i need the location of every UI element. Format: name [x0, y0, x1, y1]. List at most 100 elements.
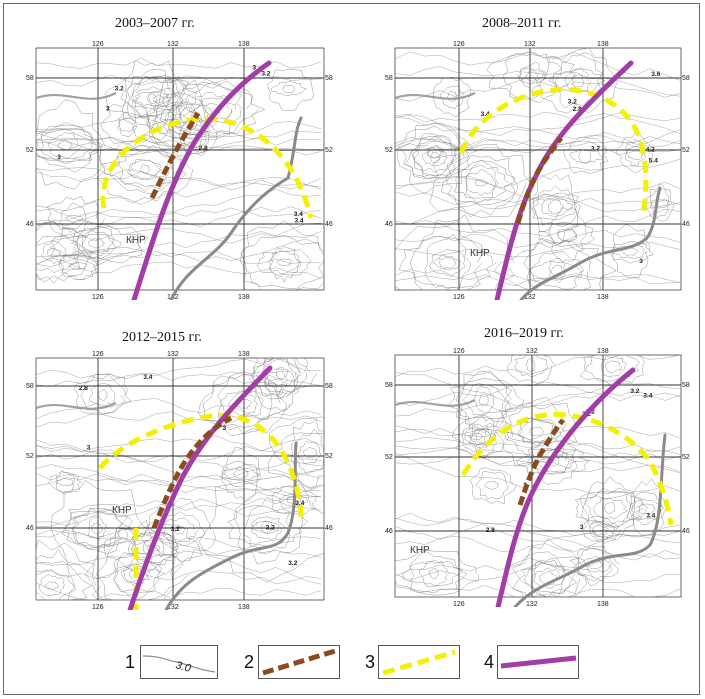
latitude-tick-left: 46	[26, 525, 34, 532]
contour-line	[41, 241, 67, 265]
contour-line	[76, 226, 116, 260]
legend-contour-label: 3.0	[174, 659, 193, 675]
contour-line	[429, 151, 440, 164]
contour-line	[563, 136, 609, 174]
contour-line	[593, 497, 628, 520]
contour-line	[116, 112, 137, 137]
contour-line	[588, 520, 616, 541]
latitude-tick-right: 52	[325, 147, 333, 154]
contour-line	[394, 426, 681, 441]
contour-line	[569, 148, 605, 164]
panel-title-3: 2012–2015 гг.	[122, 330, 202, 345]
contour-line	[493, 237, 617, 291]
contour-line	[190, 92, 236, 128]
contour-value-label: 3.2	[261, 71, 270, 78]
brown-dashed-line	[515, 136, 564, 224]
panel-title-4: 2016–2019 гг.	[484, 326, 564, 341]
contour-line	[38, 574, 66, 596]
purple-line	[127, 365, 273, 610]
contour-line	[394, 523, 681, 561]
latitude-tick-right: 58	[682, 382, 690, 389]
contour-line	[221, 446, 261, 501]
contour-line	[457, 370, 512, 434]
latitude-tick-right: 46	[325, 221, 333, 228]
contour-line	[518, 419, 556, 444]
contour-line	[120, 76, 183, 119]
longitude-tick-top: 126	[453, 41, 465, 48]
contour-line	[432, 255, 461, 271]
contour-line	[198, 475, 325, 583]
contour-line	[394, 129, 681, 149]
longitude-tick-bottom: 138	[597, 294, 609, 300]
contour-line	[552, 52, 603, 109]
contour-value-label: 2.8	[79, 385, 88, 392]
longitude-tick-bottom: 126	[92, 294, 104, 300]
contour-line	[84, 536, 189, 601]
contour-line	[131, 526, 179, 571]
contour-line	[515, 447, 590, 475]
contour-line	[35, 220, 81, 284]
contour-value-label: 3	[639, 258, 643, 265]
contour-line	[35, 582, 322, 601]
contour-line	[140, 164, 150, 174]
contour-line	[519, 61, 545, 92]
contour-line	[118, 117, 136, 132]
latitude-tick-right: 58	[682, 75, 690, 82]
contour-line	[290, 418, 325, 488]
legend-box-brown	[258, 645, 340, 679]
contour-line	[35, 228, 322, 246]
longitude-tick-top: 132	[524, 41, 536, 48]
latitude-tick-right: 46	[682, 221, 690, 228]
contour-line	[227, 505, 309, 547]
contour-line	[47, 132, 83, 159]
yellow-dashed-line	[100, 116, 314, 219]
longitude-tick-bottom: 126	[453, 294, 465, 300]
contour-line	[130, 531, 180, 566]
contour-value-label: 2.8	[486, 527, 495, 534]
longitude-tick-top: 132	[526, 348, 538, 355]
contour-line	[240, 220, 325, 291]
contour-line	[556, 229, 577, 242]
contour-line	[409, 559, 463, 587]
latitude-tick-left: 52	[26, 147, 34, 154]
contour-line	[394, 116, 681, 145]
latitude-tick-left: 58	[385, 382, 393, 389]
state-border-line	[164, 441, 298, 610]
contour-line	[494, 396, 578, 467]
latitude-tick-right: 46	[682, 528, 690, 535]
contour-line	[462, 383, 507, 415]
contour-line	[394, 197, 681, 225]
contour-line	[95, 519, 176, 601]
contour-line	[524, 69, 539, 82]
purple-line	[495, 367, 636, 607]
brown-dashed-line	[517, 418, 565, 506]
latitude-tick-right: 58	[325, 75, 333, 82]
contour-line	[532, 192, 577, 221]
latitude-tick-left: 52	[26, 453, 34, 460]
contour-line	[422, 149, 449, 166]
contour-line	[484, 481, 499, 490]
longitude-tick-top: 126	[92, 351, 104, 358]
contour-value-label: 3.2	[171, 526, 180, 533]
contour-line	[548, 258, 566, 284]
contour-line	[441, 154, 516, 218]
contour-value-label: 3.4	[295, 218, 304, 225]
contour-line	[35, 539, 102, 601]
contour-line	[528, 426, 544, 436]
contour-line	[601, 355, 627, 378]
contour-line	[270, 81, 307, 96]
contour-line	[269, 246, 301, 283]
legend-brown-dashed-sample	[262, 648, 336, 676]
contour-line	[394, 381, 681, 406]
contour-line	[514, 354, 548, 378]
legend-purple-line-sample	[500, 655, 577, 669]
contour-line	[464, 426, 487, 446]
contour-line	[96, 134, 194, 204]
contour-line	[141, 498, 216, 562]
contour-line	[394, 51, 681, 81]
contour-value-label: 3	[223, 425, 227, 432]
contour-value-label: 3	[580, 524, 584, 531]
longitude-tick-top: 132	[167, 41, 179, 48]
contour-line	[122, 562, 148, 586]
